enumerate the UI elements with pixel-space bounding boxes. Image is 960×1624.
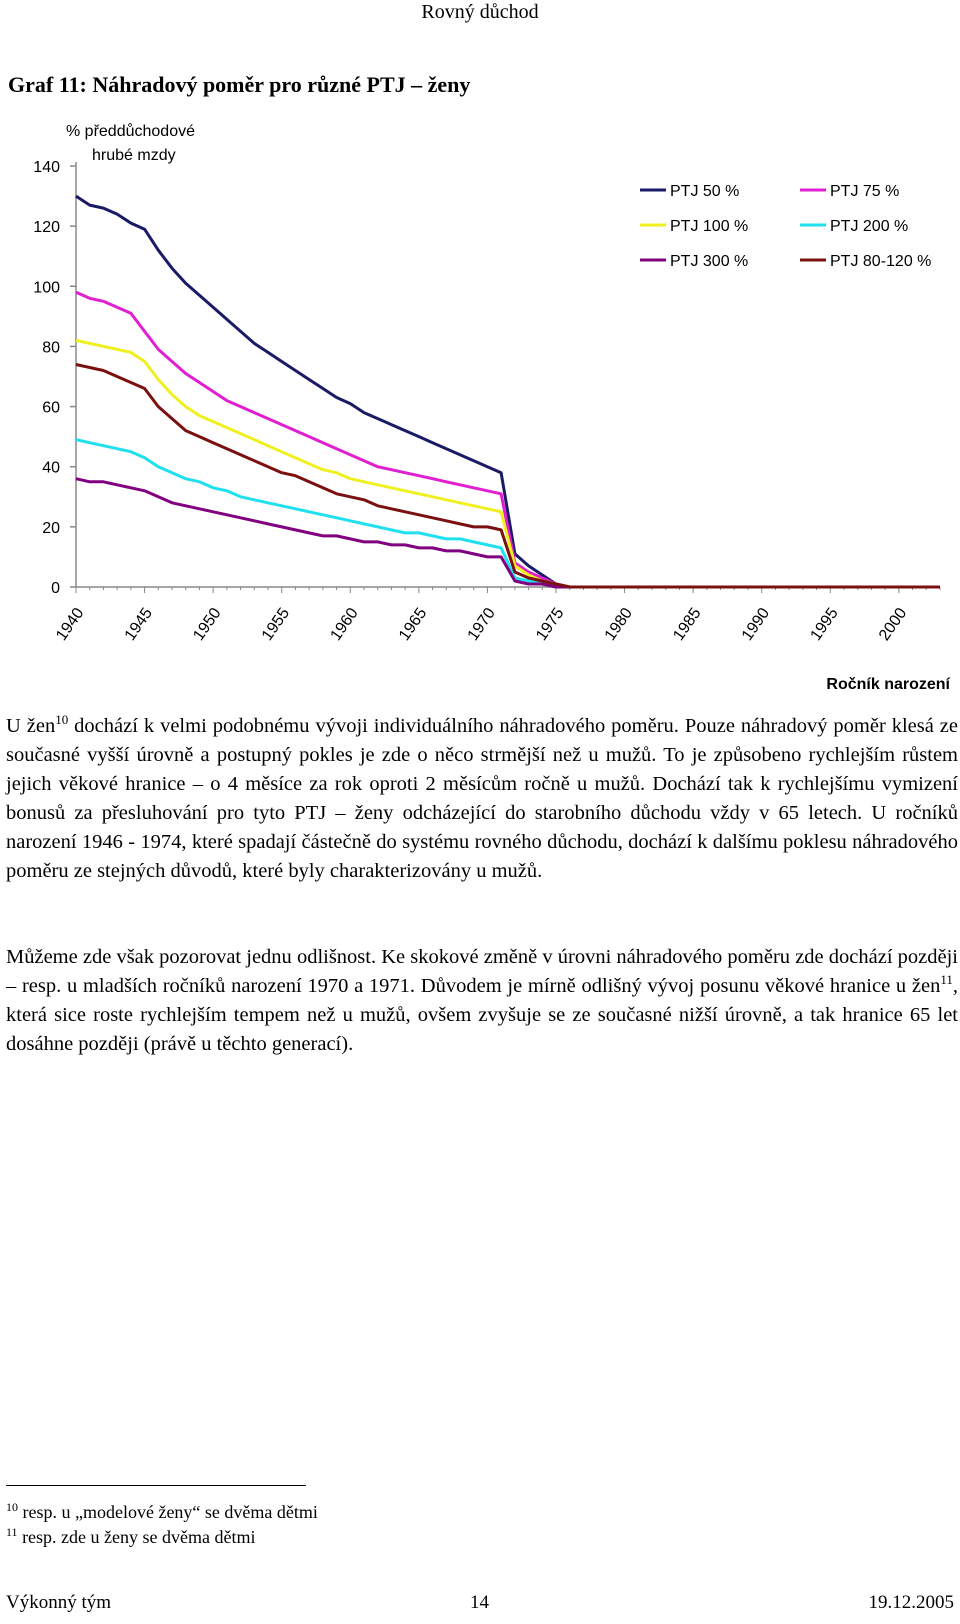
y-tick-label: 20 bbox=[42, 520, 60, 537]
footnote-divider bbox=[6, 1485, 306, 1486]
x-axis-label: Ročník narození bbox=[826, 676, 950, 693]
legend-label: PTJ 100 % bbox=[670, 218, 748, 235]
footer-page-number: 14 bbox=[470, 1592, 489, 1613]
legend-label: PTJ 80-120 % bbox=[830, 253, 931, 270]
y-tick-label: 60 bbox=[42, 400, 60, 417]
x-tick-label: 1990 bbox=[739, 605, 773, 644]
x-tick-label: 1970 bbox=[465, 605, 499, 644]
paragraph-1-start: U žen bbox=[6, 715, 56, 737]
y-tick-label: 100 bbox=[33, 279, 60, 296]
footnote-10: 10 resp. u „modelové ženy“ se dvěma dětm… bbox=[6, 1496, 318, 1523]
figure-title: Graf 11: Náhradový poměr pro různé PTJ –… bbox=[8, 72, 471, 97]
footer-date: 19.12.2005 bbox=[868, 1592, 955, 1613]
footnote-text: resp. u „modelové ženy“ se dvěma dětmi bbox=[18, 1502, 318, 1522]
x-tick-label: 1940 bbox=[53, 605, 87, 644]
y-tick-label: 80 bbox=[42, 339, 60, 356]
chart-lines bbox=[75, 194, 940, 589]
x-tick-label: 1950 bbox=[190, 605, 224, 644]
x-tick-label: 1965 bbox=[396, 605, 430, 644]
footnote-number: 10 bbox=[6, 1500, 18, 1514]
footnote-text: resp. zde u ženy se dvěma dětmi bbox=[17, 1527, 256, 1547]
chart-legend: PTJ 50 % PTJ 75 % PTJ 100 % PTJ 200 % PTJ 30… bbox=[640, 183, 931, 270]
paragraph-2-rest: , která sice roste rychlejším tempem než… bbox=[6, 975, 958, 1055]
x-tick-label: 1955 bbox=[259, 605, 293, 644]
x-tick-label: 2000 bbox=[876, 605, 910, 644]
page-header: Rovný důchod bbox=[421, 1, 539, 23]
x-tick-label: 1945 bbox=[122, 605, 156, 644]
x-tick-label: 1975 bbox=[533, 605, 567, 644]
footnote-number: 11 bbox=[6, 1525, 18, 1539]
paragraph-2: Můžeme zde však pozorovat jednu odlišnos… bbox=[6, 943, 958, 1059]
x-tick-label: 1960 bbox=[327, 605, 361, 644]
legend-label: PTJ 300 % bbox=[670, 253, 748, 270]
y-tick-label: 120 bbox=[33, 219, 60, 236]
chart-axes: 0 20 40 60 80 100 120 140 1940 1945 1950 1955 1960 19… bbox=[33, 159, 941, 644]
y-axis-label-line1: % předdůchodové bbox=[66, 122, 195, 140]
paragraph-1: U žen10 dochází k velmi podobnému vývoji… bbox=[6, 712, 958, 886]
footer-author: Výkonný tým bbox=[6, 1592, 112, 1613]
series-line bbox=[75, 363, 940, 589]
legend-label: PTJ 200 % bbox=[830, 218, 908, 235]
paragraph-2-start: Můžeme zde však pozorovat jednu odlišnos… bbox=[6, 946, 958, 997]
line-chart: 0 20 40 60 80 100 120 140 1940 1945 1950 1955 1960 19… bbox=[33, 122, 950, 693]
y-tick-label: 0 bbox=[51, 580, 60, 597]
legend-label: PTJ 50 % bbox=[670, 183, 739, 200]
x-tick-label: 1985 bbox=[670, 605, 704, 644]
x-tick-label: 1980 bbox=[602, 605, 636, 644]
x-tick-label: 1995 bbox=[807, 605, 841, 644]
paragraph-1-rest: dochází k velmi podobnému vývoji individ… bbox=[6, 715, 958, 882]
footnote-ref-10[interactable]: 10 bbox=[55, 712, 69, 728]
legend-label: PTJ 75 % bbox=[830, 183, 899, 200]
y-tick-label: 140 bbox=[33, 159, 60, 176]
y-tick-label: 40 bbox=[42, 460, 60, 477]
footnote-11: 11 resp. zde u ženy se dvěma dětmi bbox=[6, 1521, 255, 1548]
y-axis-label-line2: hrubé mzdy bbox=[92, 147, 176, 164]
footnote-ref-11[interactable]: 11 bbox=[940, 972, 953, 988]
